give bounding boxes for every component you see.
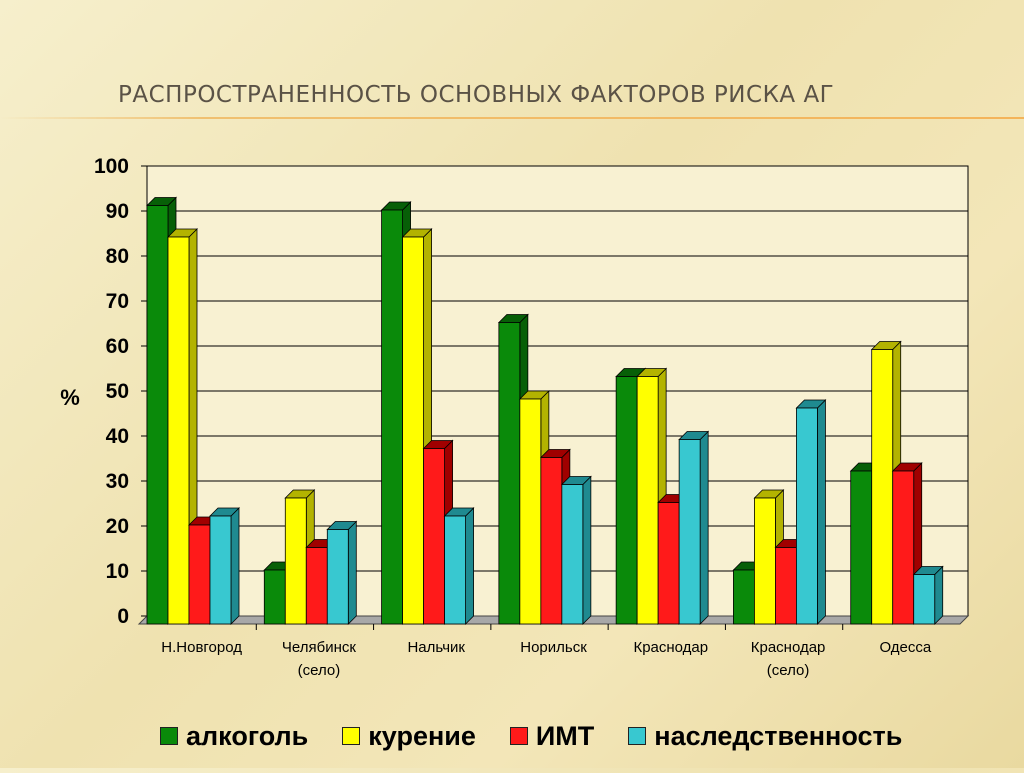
- bar: [146, 205, 169, 625]
- x-tick-label: Краснодар: [633, 639, 708, 656]
- y-tick-label: 60: [106, 335, 129, 358]
- bar: [167, 236, 190, 625]
- slide-title: РАСПРОСТРАНЕННОСТЬ ОСНОВНЫХ ФАКТОРОВ РИС…: [118, 82, 835, 108]
- bar: [381, 209, 403, 625]
- y-tick-label: 20: [106, 515, 129, 538]
- bar: [913, 574, 936, 625]
- y-tick-label: 10: [106, 560, 129, 583]
- x-tick-label: Н.Новгород: [161, 639, 242, 656]
- legend-item: наследственность: [628, 721, 902, 752]
- bar-side: [582, 475, 592, 625]
- bar: [892, 470, 915, 625]
- bar: [209, 515, 232, 625]
- x-tick-label: Норильск: [520, 639, 587, 656]
- bar-side: [465, 507, 474, 625]
- y-tick-label: 90: [106, 200, 129, 223]
- bar: [657, 502, 680, 625]
- legend-swatch: [628, 727, 647, 745]
- y-tick-label: 0: [117, 605, 129, 628]
- x-tick-label: Челябинск: [282, 639, 356, 656]
- bar: [561, 484, 584, 625]
- bar: [850, 470, 873, 625]
- y-axis-label: %: [60, 385, 80, 410]
- bar: [326, 529, 349, 625]
- bar-side: [230, 507, 240, 625]
- bar-side: [699, 430, 709, 625]
- bar: [871, 349, 894, 625]
- x-tick-label: Одесса: [879, 639, 931, 656]
- legend-item: алкоголь: [160, 721, 308, 752]
- y-tick-label: 40: [106, 425, 129, 448]
- bar-side: [347, 520, 357, 625]
- title-underline: [0, 117, 1024, 119]
- bar-side: [934, 565, 944, 625]
- legend-label: курение: [368, 720, 476, 751]
- bar: [796, 407, 818, 625]
- bar: [305, 547, 328, 625]
- legend-label: алкоголь: [186, 720, 309, 751]
- bar-side: [817, 399, 826, 625]
- y-tick-label: 70: [106, 290, 129, 313]
- x-tick-label: Краснодар: [751, 639, 826, 656]
- bar: [423, 448, 445, 625]
- bar: [678, 439, 701, 625]
- legend-swatch: [160, 727, 178, 745]
- x-tick-label: Нальчик: [407, 639, 465, 656]
- bar: [188, 524, 211, 625]
- legend-item: ИМТ: [509, 720, 595, 752]
- x-tick-label: (село): [767, 662, 810, 679]
- legend-label: наследственность: [654, 720, 903, 751]
- bar: [402, 236, 424, 625]
- bar: [615, 376, 638, 625]
- x-tick-label: (село): [298, 662, 341, 679]
- legend-label: ИМТ: [535, 720, 595, 751]
- bar: [733, 569, 755, 625]
- bar: [754, 497, 776, 625]
- bar: [519, 398, 542, 625]
- y-tick-label: 100: [94, 155, 129, 178]
- bar: [498, 322, 521, 625]
- bar: [444, 515, 466, 625]
- bar: [636, 376, 659, 625]
- chart-legend: алкоголь курение ИМТ наследственность: [160, 716, 960, 756]
- legend-item: курение: [342, 721, 476, 752]
- legend-swatch: [342, 727, 361, 745]
- y-tick-label: 30: [106, 470, 129, 493]
- slide-title-container: РАСПРОСТРАНЕННОСТЬ ОСНОВНЫХ ФАКТОРОВ РИС…: [118, 82, 834, 108]
- bar: [775, 547, 797, 625]
- legend-swatch: [509, 727, 528, 745]
- bar: [284, 497, 307, 625]
- y-tick-label: 50: [106, 380, 129, 403]
- y-tick-label: 80: [106, 245, 129, 268]
- bar: [540, 457, 563, 625]
- bar: [263, 569, 286, 625]
